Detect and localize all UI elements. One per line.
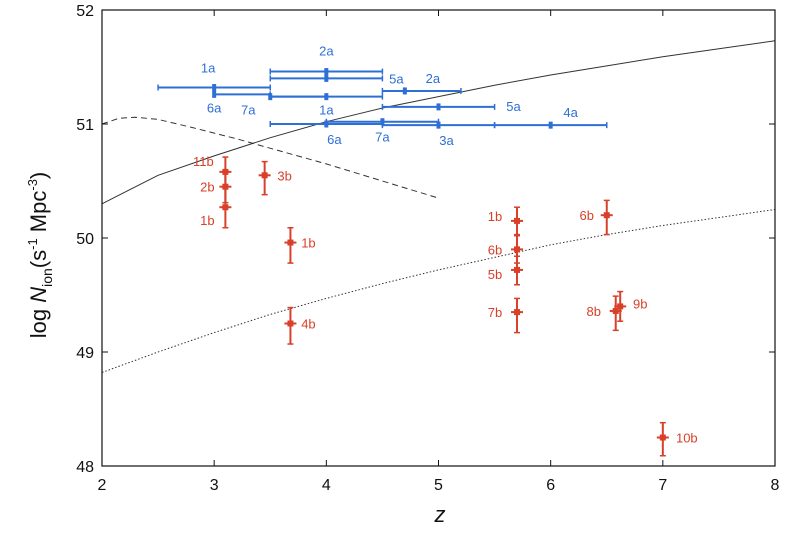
point-label: 6a — [327, 132, 342, 147]
y-tick-label: 48 — [76, 459, 94, 476]
data-points: 1a 2a 5a 6a 7a 1a 2a 5a 4a 6a 7a 3a 11b 2b 1b 3b 1b 4b 1b 6… — [157, 44, 698, 457]
point-marker — [436, 103, 441, 111]
point-a: 2a — [269, 44, 384, 76]
model-curve-dotted — [101, 209, 776, 373]
point-label: 6b — [580, 208, 594, 223]
point-b: 1b — [488, 206, 524, 236]
point-label: 4b — [301, 317, 315, 332]
point-a: 7a — [325, 118, 440, 145]
point-b: 1b — [200, 185, 232, 229]
x-tick-label: 2 — [98, 477, 107, 494]
point-a: 1a — [157, 61, 271, 92]
point-b: 6b — [580, 199, 613, 236]
point-label: 5a — [506, 99, 521, 114]
point-label: 2a — [426, 71, 441, 86]
y-tick-label: 51 — [76, 117, 94, 134]
point-marker — [617, 303, 624, 310]
point-label: 7b — [488, 305, 502, 320]
point-a: 4a — [493, 105, 608, 129]
point-marker — [548, 121, 553, 129]
x-tick-label: 6 — [546, 477, 555, 494]
point-label: 3a — [439, 133, 454, 148]
point-marker — [261, 172, 268, 179]
point-b: 5b — [488, 255, 524, 286]
point-label: 2b — [200, 180, 214, 195]
point-label: 5a — [389, 71, 404, 86]
point-label: 7a — [241, 103, 256, 118]
point-label: 3b — [277, 168, 291, 183]
point-label: 7a — [375, 130, 390, 145]
model-curve-solid — [101, 40, 776, 205]
x-tick-label: 4 — [322, 477, 331, 494]
point-marker — [514, 246, 521, 253]
point-marker — [402, 87, 407, 95]
y-tick-label: 50 — [76, 231, 94, 248]
point-label: 8b — [586, 304, 600, 319]
point-label: 9b — [633, 296, 647, 311]
point-marker — [324, 68, 329, 76]
point-marker — [436, 121, 441, 129]
point-label: 6b — [488, 242, 502, 257]
point-marker — [612, 307, 619, 314]
point-marker — [514, 217, 521, 224]
point-label: 1a — [319, 103, 334, 118]
point-b: 10b — [656, 421, 698, 457]
point-marker — [514, 266, 521, 273]
point-label: 5b — [488, 267, 502, 282]
point-label: 10b — [676, 431, 698, 446]
point-b: 8b — [586, 295, 622, 332]
point-marker — [324, 74, 329, 82]
point-b: 9b — [614, 290, 647, 322]
point-label: 1b — [488, 209, 502, 224]
point-marker — [603, 212, 610, 219]
point-label: 1b — [301, 236, 315, 251]
point-label: 2a — [319, 44, 334, 59]
point-marker — [287, 239, 294, 246]
y-axis-label: log Nion(s-1 Mpc-3) — [25, 172, 55, 339]
point-b: 1b — [284, 226, 316, 264]
y-tick-label: 52 — [76, 3, 94, 20]
point-a: 5a — [381, 99, 521, 114]
point-marker — [514, 309, 521, 316]
point-b: 3b — [258, 160, 292, 196]
point-marker — [324, 93, 329, 101]
point-label: 11b — [193, 154, 214, 169]
point-marker — [222, 204, 229, 211]
x-tick-label: 7 — [658, 477, 667, 494]
point-a: 6a — [207, 90, 271, 115]
point-marker — [287, 320, 294, 327]
point-marker — [212, 84, 217, 92]
x-tick-label: 3 — [210, 477, 219, 494]
point-a: 1a — [269, 93, 384, 118]
x-tick-label: 5 — [434, 477, 443, 494]
point-a: 3a — [381, 121, 496, 148]
point-marker — [212, 90, 217, 98]
point-label: 1a — [201, 61, 216, 76]
point-label: 1b — [200, 213, 214, 228]
x-axis-label: z — [434, 502, 446, 527]
point-label: 4a — [563, 105, 578, 120]
point-marker — [659, 434, 666, 441]
axes: 2 3 4 5 6 7 8 48 49 50 51 52 — [76, 3, 779, 494]
y-tick-label: 49 — [76, 345, 94, 362]
point-a: 2a — [381, 71, 462, 95]
model-curve-dashed — [101, 116, 439, 199]
point-marker — [380, 118, 385, 126]
x-tick-label: 8 — [771, 477, 780, 494]
point-a: 5a — [269, 71, 404, 86]
point-b: 7b — [488, 297, 524, 334]
point-b: 4b — [284, 306, 316, 345]
model-curves — [101, 40, 776, 373]
point-label: 6a — [207, 100, 222, 115]
